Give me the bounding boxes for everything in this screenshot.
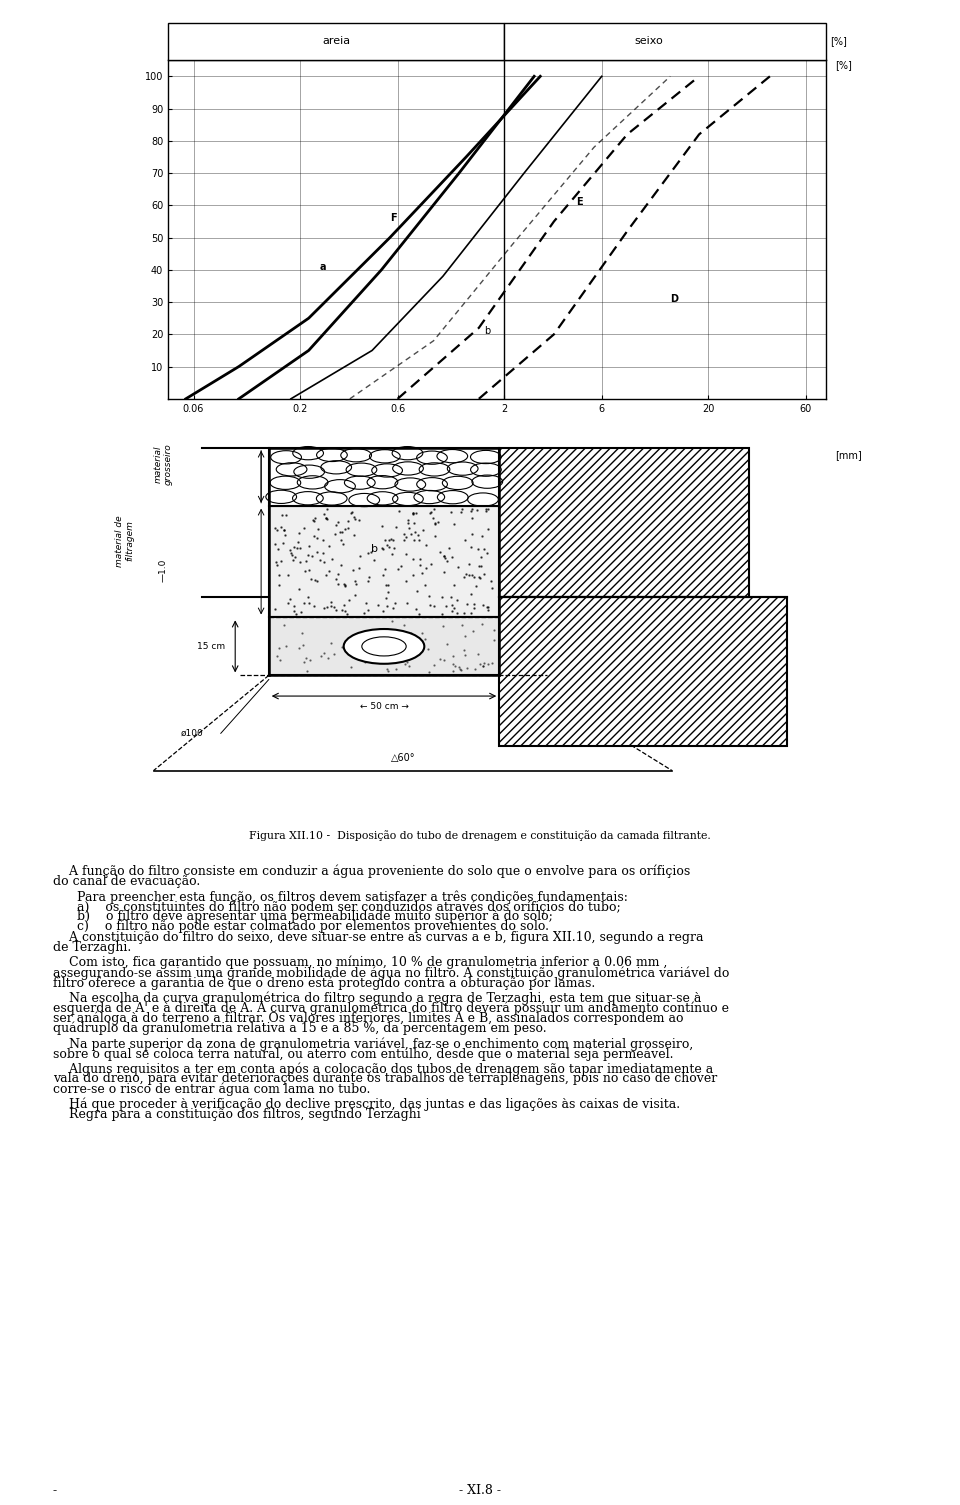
Bar (269, 448, 499, 506)
Text: F: F (390, 214, 396, 223)
Text: do canal de evacuação.: do canal de evacuação. (53, 874, 200, 888)
Text: seixo: seixo (635, 36, 663, 47)
Bar (499, 448, 749, 596)
Text: Com isto, fica garantido que possuam, no mínimo, 10 % de granulometria inferior : Com isto, fica garantido que possuam, no… (53, 956, 667, 969)
Text: Figura XII.10 -  Disposição do tubo de drenagem e constituição da camada filtran: Figura XII.10 - Disposição do tubo de dr… (250, 831, 710, 841)
Text: —1.0: —1.0 (158, 558, 168, 581)
Text: ← 50 cm →: ← 50 cm → (360, 703, 408, 712)
Text: Para preencher esta função, os filtros devem satisfazer a três condições fundame: Para preencher esta função, os filtros d… (77, 889, 628, 903)
Text: E: E (576, 197, 583, 208)
Text: esquerda de A' e à direita de A. A curva granulométrica do filtro deverá possuir: esquerda de A' e à direita de A. A curva… (53, 1001, 729, 1014)
Text: corre-se o risco de entrar água com lama no tubo.: corre-se o risco de entrar água com lama… (53, 1082, 371, 1096)
Text: a: a (320, 262, 326, 272)
Text: A função do filtro consiste em conduzir a água proveniente do solo que o envolve: A função do filtro consiste em conduzir … (53, 865, 690, 879)
Text: filtro oferece a garantia de que o dreno está protegido contra a obturação por l: filtro oferece a garantia de que o dreno… (53, 977, 595, 990)
Text: b: b (485, 327, 491, 336)
Text: quádruplo da granulometria relativa a 15 e a 85 %, da percentagem em peso.: quádruplo da granulometria relativa a 15… (53, 1022, 546, 1035)
Text: -: - (53, 1484, 57, 1497)
Text: A constituição do filtro do seixo, deve situar-se entre as curvas a e b, figura : A constituição do filtro do seixo, deve … (53, 930, 704, 944)
Text: 15 cm: 15 cm (198, 643, 226, 650)
Text: △60°: △60° (391, 752, 416, 763)
Text: vala do dreno, para evitar deteriorações durante os trabalhos de terraplenagens,: vala do dreno, para evitar deteriorações… (53, 1073, 717, 1085)
Text: D: D (670, 293, 679, 304)
Text: a)    os constituintes do filtro não podem ser conduzidos através dos orífiçios : a) os constituintes do filtro não podem … (77, 900, 620, 914)
Text: Na parte superior da zona de granulometria variável, faz-se o enchimento com mat: Na parte superior da zona de granulometr… (53, 1037, 693, 1050)
Text: Alguns requisitos a ter em conta após a colocação dos tubos de drenagem são tapa: Alguns requisitos a ter em conta após a … (53, 1063, 713, 1076)
Text: ser análoga à do terreno a filtrar. Os valores inferiores, limites A e B, assina: ser análoga à do terreno a filtrar. Os v… (53, 1011, 684, 1025)
Bar (499, 596, 787, 746)
Text: sobre o qual se coloca terra natural, ou aterro com entulho, desde que o materia: sobre o qual se coloca terra natural, ou… (53, 1047, 673, 1061)
Circle shape (362, 637, 406, 656)
Text: [%]: [%] (835, 60, 852, 71)
Text: b)    o filtro deve apresentar uma permeabilidade muito superior à do solo;: b) o filtro deve apresentar uma permeabi… (77, 911, 553, 924)
Text: c)    o filtro não pode estar colmatado por elementos provenientes do solo.: c) o filtro não pode estar colmatado por… (77, 921, 549, 933)
Text: [mm]: [mm] (835, 450, 862, 459)
Bar (269, 506, 499, 617)
Text: assegurando-se assim uma grande mobilidade de água no filtro. A constituição gra: assegurando-se assim uma grande mobilida… (53, 966, 730, 980)
Text: ø100: ø100 (180, 728, 204, 737)
Text: - XI.8 -: - XI.8 - (459, 1484, 501, 1497)
Text: Há que proceder à verificação do declive prescrito, das juntas e das ligações às: Há que proceder à verificação do declive… (53, 1097, 680, 1111)
Text: areia: areia (323, 36, 350, 47)
Text: b: b (371, 545, 378, 554)
Text: [%]: [%] (830, 36, 848, 47)
Text: material
grosseiro: material grosseiro (154, 444, 173, 485)
Text: de Terzaghi.: de Terzaghi. (53, 941, 132, 954)
Bar (269, 617, 499, 676)
Text: Na escolha da curva granulométrica do filtro segundo a regra de Terzaghi, esta t: Na escolha da curva granulométrica do fi… (53, 992, 701, 1005)
Circle shape (344, 629, 424, 664)
Text: Regra para a constituição dos filtros, segundo Terzaghi: Regra para a constituição dos filtros, s… (53, 1108, 420, 1121)
Text: material de
filtragem: material de filtragem (115, 515, 134, 567)
